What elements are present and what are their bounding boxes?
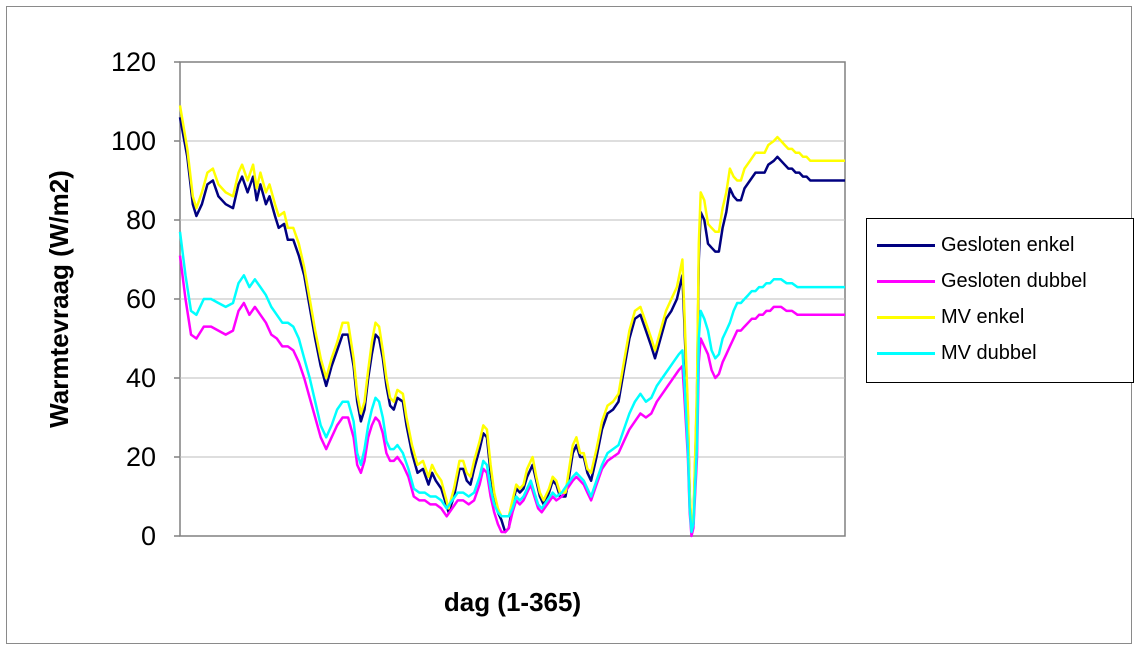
legend-swatch: [877, 243, 935, 247]
legend-item: MV dubbel: [877, 335, 1133, 371]
series-line-4: [178, 231, 845, 534]
y-tick-label: 20: [126, 442, 156, 472]
legend-item: MV enkel: [877, 299, 1133, 335]
y-tick-label: 40: [126, 363, 156, 393]
y-axis-ticks: 0 20 40 60 80 100 120: [111, 47, 180, 551]
series-line-3: [178, 105, 845, 530]
legend: Gesloten enkel Gesloten dubbel MV enkel MV …: [866, 218, 1134, 383]
legend-label: MV enkel: [941, 305, 1025, 328]
legend-swatch: [877, 315, 935, 319]
legend-swatch: [877, 279, 935, 283]
legend-label: Gesloten dubbel: [941, 269, 1087, 292]
y-tick-label: 120: [111, 47, 156, 77]
series-layer: [178, 105, 845, 538]
y-tick-label: 60: [126, 284, 156, 314]
legend-item: Gesloten enkel: [877, 227, 1133, 263]
legend-label: Gesloten enkel: [941, 233, 1075, 256]
legend-swatch: [877, 351, 935, 355]
gridlines: [180, 140, 845, 458]
legend-item: Gesloten dubbel: [877, 263, 1133, 299]
series-line-1: [178, 117, 845, 534]
y-tick-label: 100: [111, 126, 156, 156]
y-tick-label: 0: [141, 521, 156, 551]
y-axis-title: Warmtevraag (W/m2): [44, 170, 74, 428]
y-tick-label: 80: [126, 205, 156, 235]
x-axis-title: dag (1-365): [444, 587, 581, 617]
legend-label: MV dubbel: [941, 341, 1037, 364]
